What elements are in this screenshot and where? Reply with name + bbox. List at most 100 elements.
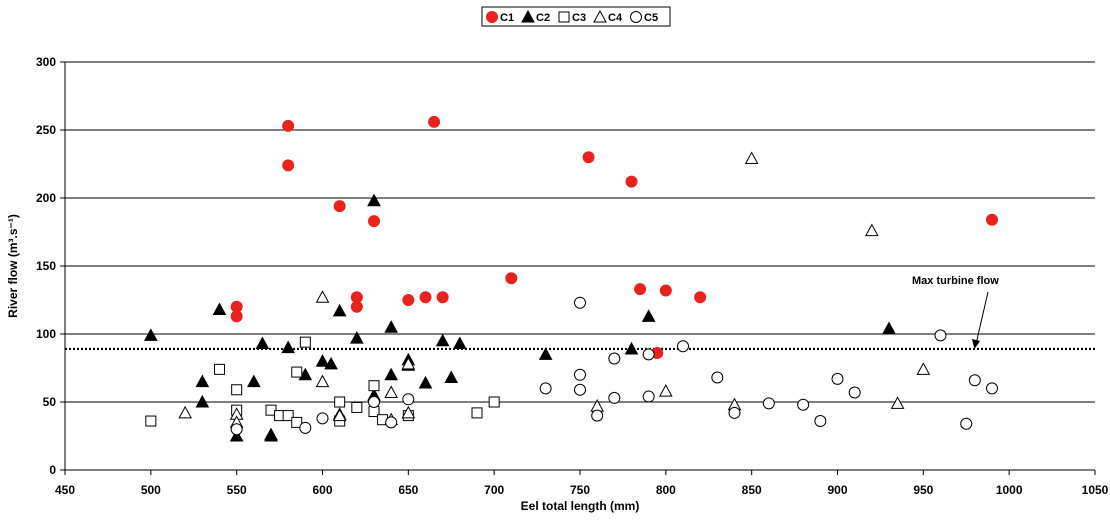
data-point-c2: [298, 367, 313, 381]
data-point-c3: [351, 401, 363, 413]
data-point-c4: [916, 362, 931, 375]
x-tick-label: 1000: [996, 483, 1023, 497]
legend-marker-c1: [486, 11, 498, 23]
data-point-c2: [246, 374, 261, 388]
data-points: [143, 115, 998, 442]
data-point-c1: [436, 291, 449, 304]
x-tick-label: 900: [827, 483, 847, 497]
max-turbine-flow-label: Max turbine flow: [912, 275, 999, 287]
data-point-c3: [291, 366, 303, 378]
data-point-c1: [625, 175, 638, 188]
data-point-c1: [282, 119, 295, 132]
data-point-c4: [178, 405, 193, 419]
data-point-c5: [608, 391, 621, 404]
data-point-c5: [608, 352, 621, 365]
data-point-c3: [368, 380, 380, 392]
x-axis-title: Eel total length (mm): [521, 499, 640, 513]
y-tick-label: 300: [36, 55, 56, 69]
data-point-c3: [291, 416, 303, 428]
data-point-c4: [401, 356, 416, 370]
x-tick-label: 950: [913, 483, 933, 497]
x-tick-label: 800: [656, 483, 676, 497]
data-point-c2: [367, 193, 381, 207]
data-point-c2: [332, 303, 347, 317]
legend: C1 C2 C3 C4 C5: [481, 6, 671, 27]
data-point-c2: [384, 320, 399, 333]
data-point-c2: [538, 347, 553, 360]
data-point-c5: [574, 296, 586, 309]
data-point-c2: [452, 336, 467, 350]
data-point-c2: [324, 356, 338, 370]
x-tick-label: 550: [227, 483, 247, 497]
data-point-c3: [282, 410, 294, 422]
data-point-c3: [214, 363, 225, 375]
data-point-c3: [145, 415, 157, 427]
data-point-c5: [728, 406, 741, 419]
data-point-c2: [349, 331, 364, 344]
y-tick-label: 0: [49, 463, 56, 477]
data-point-c1: [350, 300, 363, 313]
x-tick-label: 750: [570, 483, 590, 497]
data-point-c4: [315, 374, 330, 388]
y-axis-title: River flow (m³.s⁻¹): [6, 214, 20, 318]
data-point-c5: [316, 412, 329, 425]
data-point-c5: [797, 398, 810, 411]
annotation-arrow: [975, 291, 989, 345]
series-c1: [230, 115, 998, 360]
legend-label-c3: C3: [572, 12, 586, 24]
data-point-c3: [334, 396, 346, 408]
y-tick-label: 250: [36, 123, 56, 137]
reference-line-group: Max turbine flow: [65, 275, 1095, 351]
data-point-c1: [986, 213, 998, 226]
y-tick-label: 100: [36, 327, 56, 341]
data-point-c5: [230, 423, 243, 436]
data-point-c4: [890, 396, 905, 409]
y-tick-label: 200: [36, 191, 56, 205]
data-point-c2: [384, 367, 399, 381]
data-point-c5: [677, 340, 689, 353]
x-axis-ticks: 450 500 550 600 650 700 750 800 850 900 950 1000 105…: [55, 470, 1109, 497]
data-point-c4: [744, 151, 759, 165]
annotation-arrowhead: [972, 339, 980, 349]
x-tick-label: 500: [141, 483, 161, 497]
data-point-c3: [299, 336, 311, 348]
data-point-c1: [634, 283, 647, 296]
series-c4: [178, 151, 931, 428]
y-tick-label: 150: [36, 259, 56, 273]
legend-marker-c3: [558, 11, 570, 23]
data-point-c5: [762, 397, 775, 410]
data-point-c1: [428, 115, 441, 128]
data-point-c2: [444, 370, 459, 384]
data-point-c5: [711, 371, 724, 384]
x-tick-label: 450: [55, 483, 75, 497]
data-point-c2: [641, 309, 656, 322]
legend-marker-c2: [521, 9, 535, 23]
data-point-c5: [986, 382, 998, 395]
data-point-c5: [814, 415, 827, 428]
legend-label-c5: C5: [644, 12, 658, 24]
legend-label-c4: C4: [608, 12, 623, 24]
data-point-c2: [229, 428, 244, 442]
y-axis-ticks: 0 50 100 150 200 250 300: [36, 55, 65, 477]
data-point-c2: [882, 321, 896, 335]
data-point-c5: [831, 372, 844, 385]
series-c5: [230, 296, 998, 436]
data-point-c5: [968, 374, 981, 387]
data-point-c1: [505, 272, 518, 285]
data-point-c1: [582, 151, 595, 164]
data-point-c1: [419, 291, 432, 304]
data-point-c5: [591, 409, 604, 422]
legend-label-c2: C2: [536, 12, 550, 24]
data-point-c4: [332, 408, 347, 422]
data-point-c4: [401, 405, 416, 419]
data-point-c5: [848, 386, 861, 399]
data-point-c1: [368, 215, 380, 228]
x-tick-label: 650: [398, 483, 418, 497]
data-point-c3: [488, 396, 500, 408]
data-point-c2: [264, 428, 278, 442]
gridlines: [65, 61, 1095, 403]
data-point-c5: [642, 348, 655, 361]
data-point-c4: [384, 385, 399, 398]
data-point-c2: [255, 336, 270, 350]
